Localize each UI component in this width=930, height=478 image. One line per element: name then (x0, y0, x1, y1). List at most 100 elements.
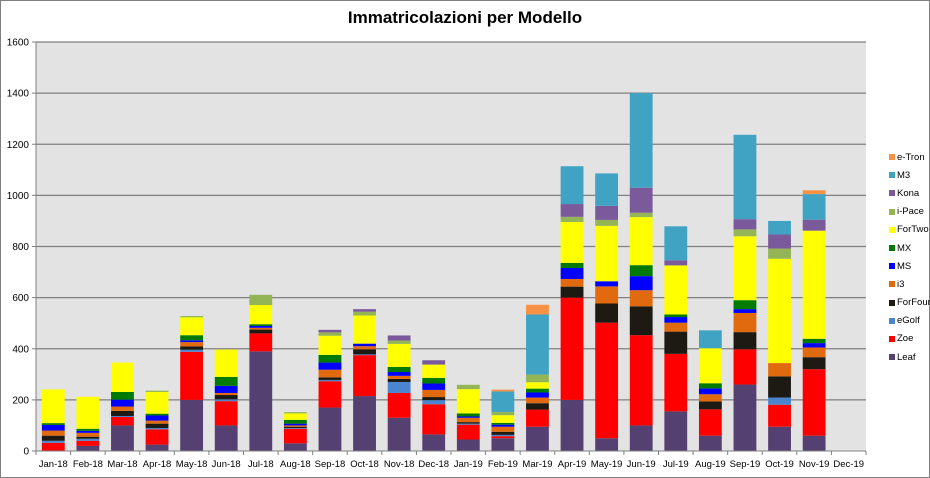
bar-segment-forfour (456, 422, 480, 424)
bar-segment-forfour (733, 332, 757, 350)
x-tick-label: Oct-18 (350, 459, 379, 470)
bar-segment-fortwo (145, 391, 169, 414)
y-tick-label: 1400 (7, 89, 30, 100)
legend-item: MS (889, 257, 929, 275)
bar-segment-leaf (249, 351, 273, 451)
bar-segment-egolf (387, 381, 411, 393)
bar-segment-egolf (491, 434, 515, 437)
x-tick-label: Dec-18 (418, 459, 449, 470)
bar-segment-zoe (733, 349, 757, 385)
legend-item: i3 (889, 275, 929, 293)
bar-segment-leaf (526, 426, 549, 451)
legend-label: Leaf (897, 351, 916, 363)
x-tick-label: Aug-18 (280, 459, 311, 470)
bar-segment-mx (698, 383, 722, 389)
bar-segment-m3 (802, 194, 826, 220)
bar-segment-i-pace (180, 316, 204, 318)
bar-segment-ms (733, 309, 757, 313)
bar-segment-mx (629, 265, 653, 277)
bar-segment-fortwo (629, 217, 653, 266)
axes (35, 42, 867, 455)
bar-segment-fortwo (456, 389, 480, 414)
x-tick-label: May-19 (591, 459, 623, 470)
legend-swatch (889, 208, 895, 215)
legend-label: MS (897, 260, 912, 272)
bar-segment-m3 (733, 134, 757, 220)
bar-segment-i3 (318, 369, 342, 378)
y-tick-labels: 0 200 400 600 800 1000 1200 1400 1600 (7, 38, 30, 458)
legend-swatch (889, 299, 895, 306)
bar-segment-zoe (249, 333, 273, 352)
bar-segment-i3 (214, 392, 238, 396)
bar-segment-mx (283, 419, 307, 424)
bar-segment-i3 (629, 290, 653, 307)
bar-segment-mx (802, 338, 826, 344)
y-tick-label: 1600 (7, 38, 30, 49)
bar-segment-fortwo (698, 348, 722, 384)
bar-segment-ms (387, 372, 411, 376)
bar-segment-m3 (629, 93, 653, 188)
legend-label: i3 (897, 278, 905, 290)
bar-segment-m3 (698, 330, 722, 349)
bar-segment-forfour (318, 377, 342, 380)
bar-segment-mx (111, 391, 134, 400)
bar-segment-i-pace (353, 311, 376, 316)
bar-segment-ms (353, 343, 376, 347)
bar-segment-fortwo (387, 343, 411, 367)
bar-segment-forfour (249, 329, 273, 334)
bar-segment-e-tron (526, 304, 549, 315)
bar-segment-zoe (595, 322, 619, 439)
bar-segment-i3 (698, 394, 722, 402)
bar-segment-ms (595, 281, 619, 287)
legend-swatch (889, 226, 895, 233)
legend-label: i-Pace (897, 206, 924, 218)
bar-segment-zoe (283, 428, 307, 444)
bar-segment-zoe (180, 351, 204, 400)
legend-item: ForTwo (889, 221, 929, 239)
bar-segment-mx (180, 335, 204, 341)
bar-segment-forfour (41, 435, 65, 441)
bar-segment-leaf (698, 435, 722, 451)
bar-segment-leaf (456, 439, 480, 451)
bars (41, 93, 826, 451)
bar-segment-zoe (491, 436, 515, 439)
bar-segment-egolf (76, 438, 100, 441)
bar-segment-ms (491, 424, 515, 427)
bar-segment-i-pace (491, 411, 515, 416)
bar-segment-leaf (145, 444, 169, 451)
bar-segment-fortwo (249, 305, 273, 325)
legend-item: Kona (889, 184, 929, 202)
legend-label: eGolf (897, 315, 920, 327)
bar-segment-egolf (180, 349, 204, 352)
bar-segment-forfour (802, 357, 826, 370)
bar-segment-i3 (768, 363, 791, 377)
legend-item: e-Tron (889, 148, 929, 166)
bar-segment-egolf (145, 427, 169, 430)
bar-segment-fortwo (111, 362, 134, 392)
legend-label: ForTwo (897, 224, 929, 236)
bar-segment-zoe (768, 404, 791, 427)
bar-segment-leaf (664, 411, 688, 451)
bar-segment-leaf (595, 438, 619, 451)
bar-segment-e-tron (802, 190, 826, 195)
x-tick-label: Jun-18 (212, 459, 241, 470)
bar-segment-fortwo (664, 265, 688, 315)
bar-segment-forfour (283, 426, 307, 428)
x-tick-label: Jul-18 (248, 459, 274, 470)
bar-segment-fortwo (318, 335, 342, 355)
bar-segment-kona (802, 219, 826, 231)
x-tick-label: Jul-19 (663, 459, 689, 470)
x-tick-label: Sep-19 (730, 459, 761, 470)
legend-label: e-Tron (897, 151, 925, 163)
bar-segment-mx (318, 354, 342, 363)
bar-segment-fortwo (491, 415, 515, 423)
bar-segment-kona (733, 219, 757, 230)
bar-segment-leaf (214, 425, 238, 451)
bar-segment-fortwo (283, 413, 307, 420)
bar-segment-forfour (145, 423, 169, 428)
bar-segment-forfour (76, 436, 100, 439)
bar-segment-leaf (76, 445, 100, 451)
y-tick-label: 800 (12, 242, 29, 253)
bar-segment-forfour (111, 410, 134, 416)
bar-segment-zoe (664, 353, 688, 412)
